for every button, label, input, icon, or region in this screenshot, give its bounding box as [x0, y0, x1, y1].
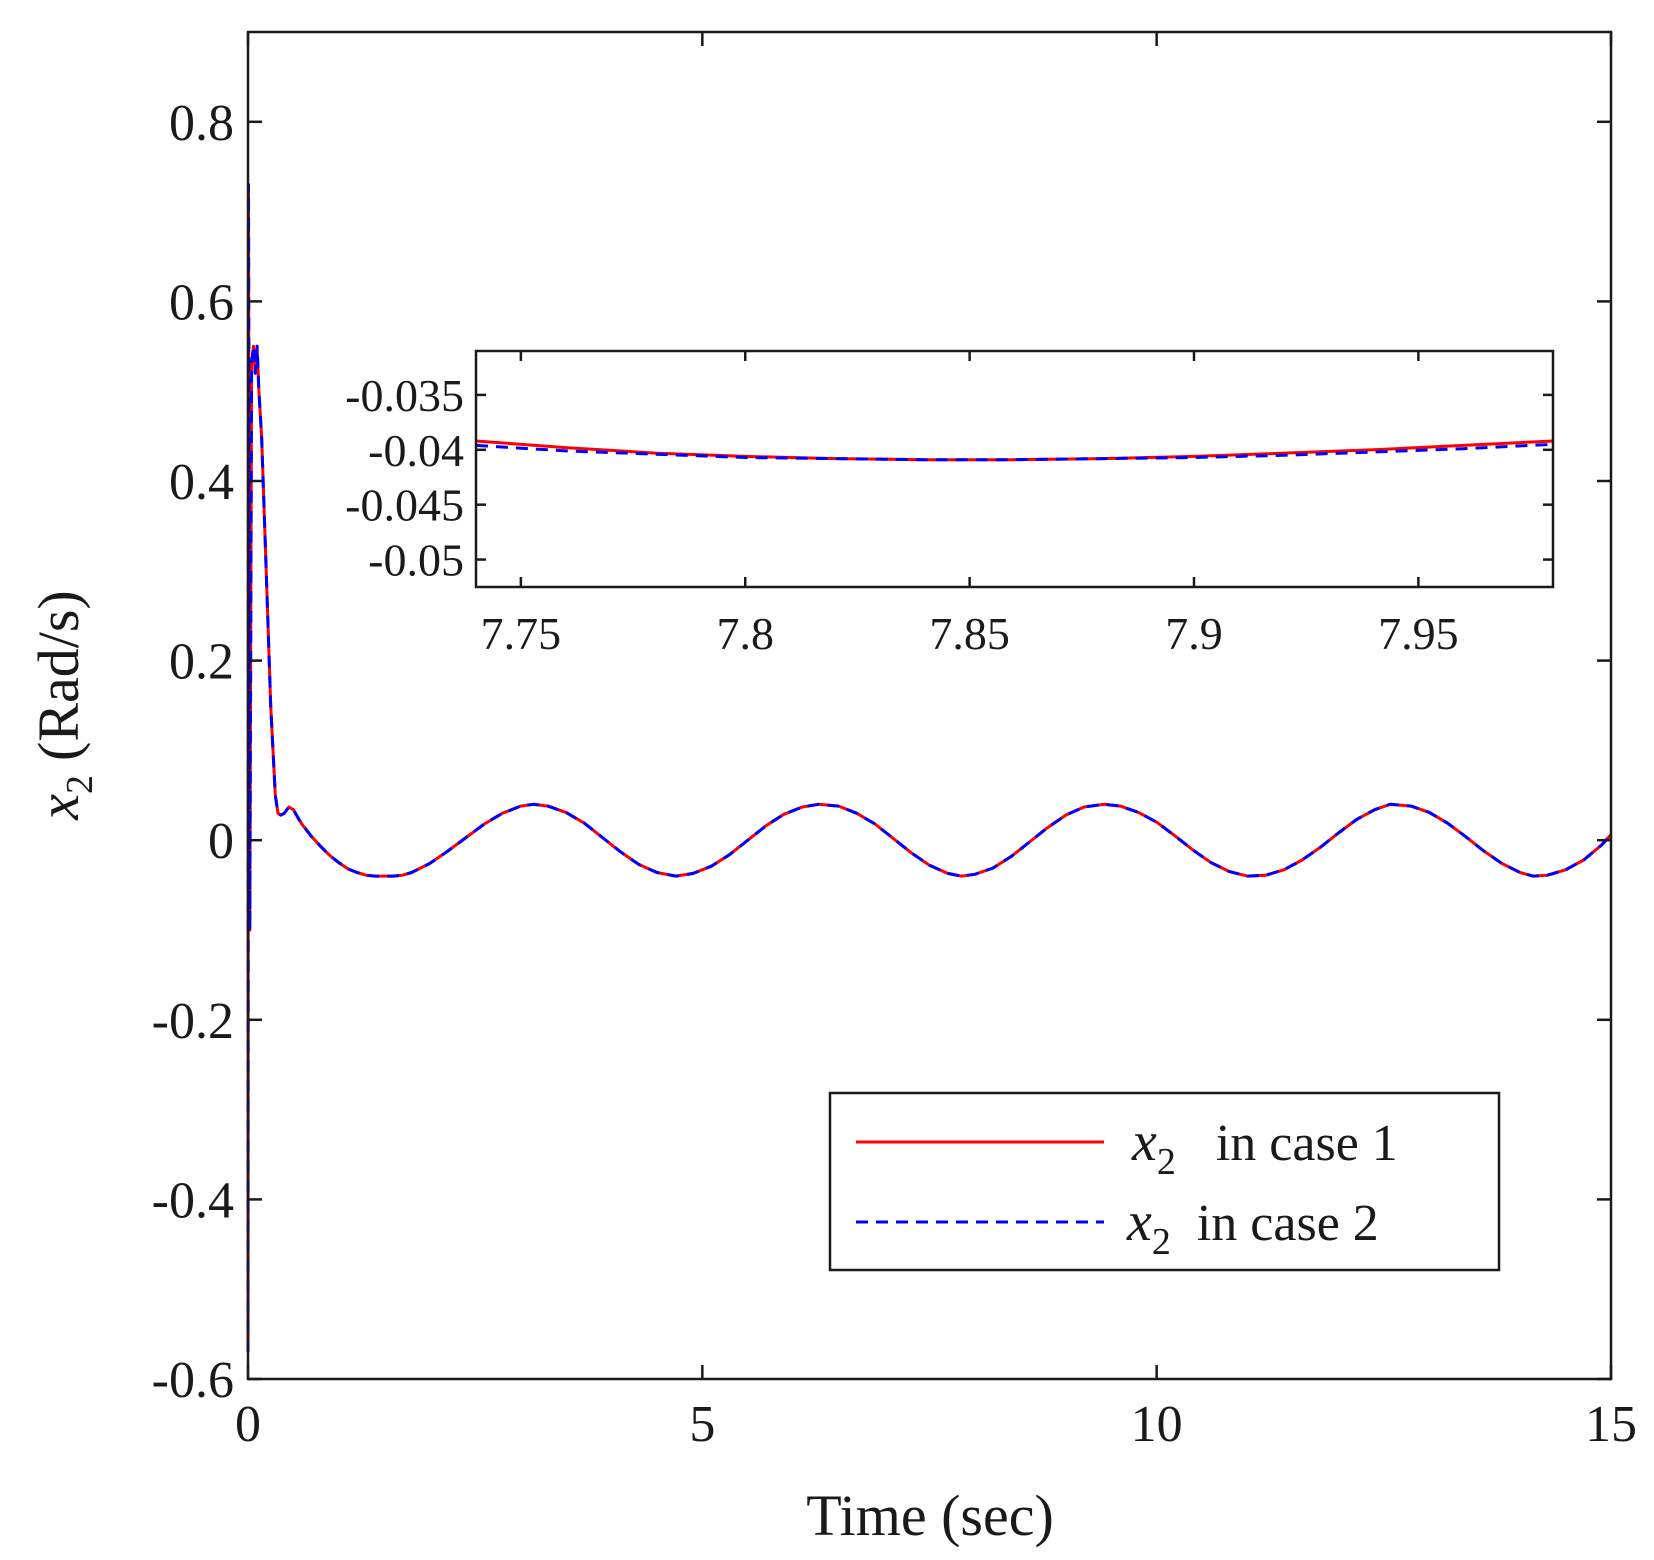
y-axis-title-symbol: x	[26, 794, 91, 821]
main-y-tick-label-3: 0	[208, 813, 234, 870]
legend-text-case-2: in case 2	[1197, 1195, 1379, 1252]
inset-series-group	[475, 439, 1554, 462]
inset-plot-area	[476, 351, 1553, 587]
legend-box	[828, 1091, 1501, 1272]
legend-subscript-case-1: 2	[1157, 1141, 1176, 1183]
legend-subscript-case-2: 2	[1152, 1221, 1171, 1263]
y-axis-title-unit: (Rad/s)	[26, 590, 91, 761]
main-series-line-2	[246, 183, 1613, 1353]
inset-y-tick-label-0: -0.035	[345, 370, 464, 421]
main-x-tick-label-1: 5	[689, 1396, 715, 1453]
inset-y-tick-label-3: -0.05	[368, 535, 464, 586]
legend: x2 in case 1 x2 in case 2	[828, 1091, 1501, 1272]
legend-symbol-case-2: x	[1126, 1191, 1152, 1253]
inset-x-tick-label-2: 7.85	[929, 608, 1010, 659]
main-y-tick-label-4: 0.2	[169, 634, 234, 691]
inset-ticks-group: 7.75 7.8 7.85 7.9 7.95 -0.035-0.04-0.045-0.05	[345, 351, 1553, 659]
inset-x-tick-label-4: 7.95	[1378, 608, 1459, 659]
inset-x-tick-label-0: 7.75	[481, 608, 562, 659]
x-axis-title: Time (sec)	[806, 1483, 1054, 1548]
main-y-tick-label-6: 0.6	[169, 274, 234, 331]
inset-x-tick-label-1: 7.8	[717, 608, 775, 659]
legend-text-case-1: in case 1	[1216, 1115, 1398, 1172]
inset-series-line-1	[475, 439, 1554, 462]
main-plot-frame	[246, 30, 1613, 1381]
legend-label-case-2: x2 in case 2	[1126, 1191, 1379, 1263]
inset-y-tick-label-2: -0.045	[345, 480, 464, 531]
main-x-tick-label-0: 0	[235, 1396, 261, 1453]
legend-label-case-1: x2 in case 1	[1131, 1111, 1398, 1183]
main-x-tick-label-3: 15	[1585, 1396, 1637, 1453]
main-y-tick-label-7: 0.8	[169, 95, 234, 152]
y-axis-title-subscript: 2	[59, 775, 101, 794]
main-y-tick-label-2: -0.2	[152, 993, 234, 1050]
main-series-group	[246, 183, 1613, 1353]
y-axis-title: x2 (Rad/s)	[26, 590, 101, 821]
main-x-tick-label-2: 10	[1131, 1396, 1183, 1453]
legend-symbol-case-1: x	[1131, 1111, 1157, 1173]
inset-plot: 7.75 7.8 7.85 7.9 7.95 -0.035-0.04-0.045-0.05	[345, 349, 1555, 659]
inset-x-tick-label-3: 7.9	[1165, 608, 1223, 659]
inset-y-tick-label-1: -0.04	[368, 425, 464, 476]
main-y-tick-label-5: 0.4	[169, 454, 234, 511]
main-y-tick-label-0: -0.6	[152, 1352, 234, 1409]
inset-plot-frame	[474, 349, 1555, 589]
main-y-tick-label-1: -0.4	[152, 1172, 234, 1229]
